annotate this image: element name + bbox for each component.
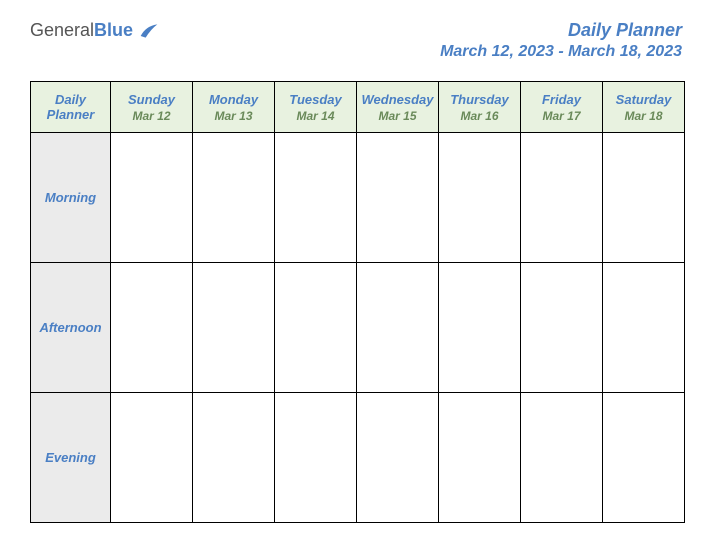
planner-cell[interactable] [357,133,439,263]
planner-cell[interactable] [603,393,685,523]
planner-cell[interactable] [275,393,357,523]
planner-cell[interactable] [603,133,685,263]
day-date: Mar 15 [361,109,434,123]
planner-cell[interactable] [275,263,357,393]
planner-cell[interactable] [521,133,603,263]
evening-row: Evening [31,393,685,523]
day-date: Mar 17 [525,109,598,123]
planner-cell[interactable] [111,133,193,263]
planner-cell[interactable] [439,263,521,393]
day-header-wednesday: Wednesday Mar 15 [357,82,439,133]
planner-cell[interactable] [193,133,275,263]
day-name: Monday [197,92,270,107]
day-name: Saturday [607,92,680,107]
header-row: Daily Planner Sunday Mar 12 Monday Mar 1… [31,82,685,133]
time-label-morning: Morning [31,133,111,263]
planner-cell[interactable] [357,263,439,393]
day-date: Mar 14 [279,109,352,123]
planner-cell[interactable] [439,133,521,263]
day-header-saturday: Saturday Mar 18 [603,82,685,133]
day-date: Mar 16 [443,109,516,123]
planner-cell[interactable] [521,393,603,523]
day-header-monday: Monday Mar 13 [193,82,275,133]
day-date: Mar 13 [197,109,270,123]
header: GeneralBlue Daily Planner March 12, 2023… [30,20,682,61]
planner-cell[interactable] [275,133,357,263]
logo-blue: Blue [94,20,133,40]
day-name: Sunday [115,92,188,107]
day-name: Tuesday [279,92,352,107]
logo: GeneralBlue [30,20,159,41]
day-name: Friday [525,92,598,107]
time-label-afternoon: Afternoon [31,263,111,393]
planner-cell[interactable] [521,263,603,393]
page-title: Daily Planner [440,20,682,41]
day-header-tuesday: Tuesday Mar 14 [275,82,357,133]
morning-row: Morning [31,133,685,263]
title-block: Daily Planner March 12, 2023 - March 18,… [440,20,682,61]
day-header-sunday: Sunday Mar 12 [111,82,193,133]
corner-cell: Daily Planner [31,82,111,133]
day-date: Mar 18 [607,109,680,123]
day-name: Thursday [443,92,516,107]
afternoon-row: Afternoon [31,263,685,393]
planner-cell[interactable] [193,393,275,523]
planner-cell[interactable] [193,263,275,393]
planner-cell[interactable] [111,263,193,393]
planner-table: Daily Planner Sunday Mar 12 Monday Mar 1… [30,81,685,523]
logo-swoosh-icon [139,21,159,41]
logo-general: General [30,20,94,40]
day-date: Mar 12 [115,109,188,123]
day-name: Wednesday [361,92,434,107]
planner-cell[interactable] [357,393,439,523]
time-label-evening: Evening [31,393,111,523]
date-range: March 12, 2023 - March 18, 2023 [440,43,682,61]
day-header-thursday: Thursday Mar 16 [439,82,521,133]
planner-cell[interactable] [439,393,521,523]
planner-cell[interactable] [111,393,193,523]
planner-cell[interactable] [603,263,685,393]
day-header-friday: Friday Mar 17 [521,82,603,133]
